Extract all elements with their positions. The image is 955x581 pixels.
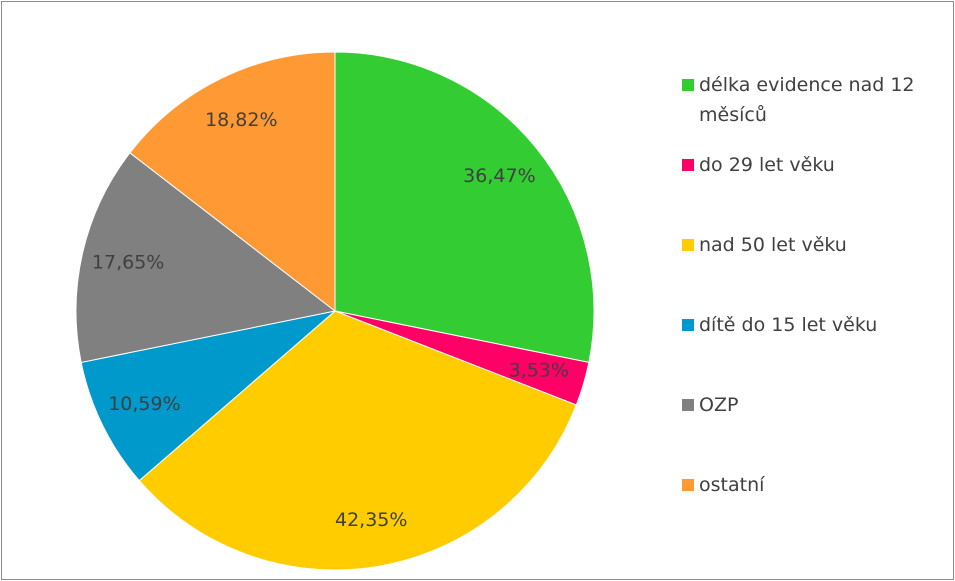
data-label: 10,59% [108, 393, 180, 415]
legend-label: do 29 let věku [699, 154, 835, 176]
data-label: 3,53% [509, 359, 569, 381]
data-label: 18,82% [205, 109, 277, 131]
legend-item: OZP [682, 390, 944, 420]
pie-slice [129, 51, 336, 313]
legend-item: ostatní [682, 470, 944, 500]
legend-swatch [682, 79, 694, 91]
data-label: 42,35% [335, 509, 407, 531]
legend-item: nad 50 let věku [682, 230, 944, 260]
legend-label: nad 50 let věku [699, 234, 847, 256]
data-label: 36,47% [463, 165, 535, 187]
data-label: 17,65% [92, 251, 164, 273]
legend-item: dítě do 15 let věku [682, 310, 944, 340]
pie-slice [80, 310, 337, 482]
legend-swatch [682, 399, 694, 411]
pie-slice [75, 152, 337, 364]
legend-label: OZP [699, 394, 739, 416]
pie-slice [334, 51, 595, 364]
pie-slice [138, 310, 577, 571]
legend-swatch [682, 479, 694, 491]
legend-swatch [682, 239, 694, 251]
legend-label: délka evidence nad 12 měsíců [699, 74, 915, 126]
legend-swatch [682, 319, 694, 331]
legend-swatch [682, 159, 694, 171]
legend-label: ostatní [699, 474, 765, 496]
legend-item: délka evidence nad 12 měsíců [682, 70, 944, 130]
legend-item: do 29 let věku [682, 150, 944, 180]
legend-label: dítě do 15 let věku [699, 314, 878, 336]
